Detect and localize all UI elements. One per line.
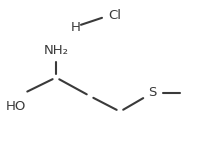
Text: HO: HO xyxy=(6,100,26,113)
Text: Cl: Cl xyxy=(108,9,121,22)
Text: NH₂: NH₂ xyxy=(44,44,68,57)
Text: H: H xyxy=(71,21,81,34)
Text: S: S xyxy=(148,86,156,100)
